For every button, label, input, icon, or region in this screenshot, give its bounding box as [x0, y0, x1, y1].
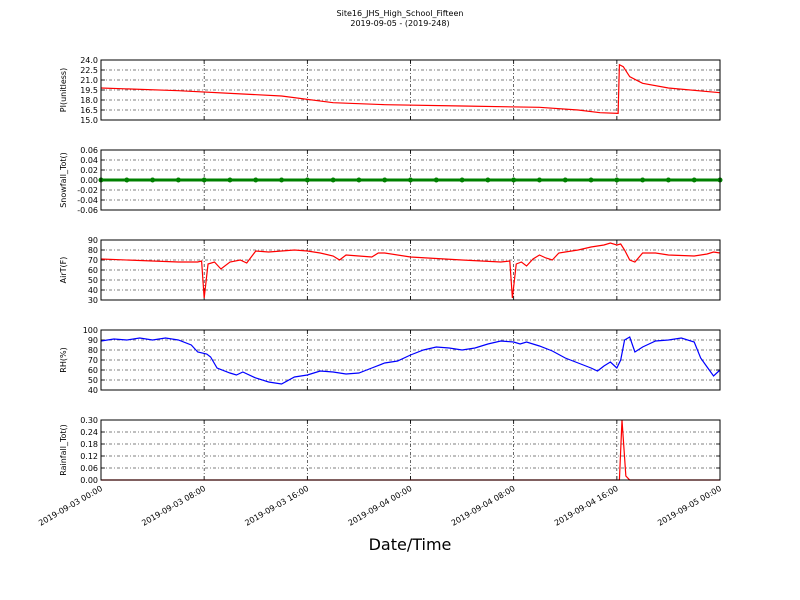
data-point [304, 177, 310, 183]
y-tick-label: 0.12 [80, 452, 98, 461]
data-point [227, 177, 233, 183]
plot-frame [100, 59, 721, 121]
y-tick-label: 16.5 [80, 106, 98, 115]
y-tick-label: 15.0 [80, 116, 98, 125]
y-tick-label: 50 [88, 276, 98, 285]
y-axis-label: RH(%) [59, 347, 68, 372]
y-tick-label: 100 [83, 326, 98, 335]
data-point [665, 177, 671, 183]
y-axis-label: AirT(F) [59, 257, 68, 284]
y-tick-label: 21.0 [80, 76, 98, 85]
plot-frame [100, 419, 721, 481]
y-tick-label: 0.02 [80, 166, 98, 175]
data-point [382, 177, 388, 183]
data-point [536, 177, 542, 183]
data-line [100, 242, 721, 299]
y-tick-label: 0.06 [80, 146, 98, 155]
y-tick-label: 60 [88, 366, 98, 375]
y-tick-label: 0.00 [80, 476, 98, 485]
y-tick-label: -0.06 [77, 206, 98, 215]
y-tick-label: 24.0 [80, 56, 98, 65]
data-line [100, 336, 721, 385]
y-axis-label: PI(unitless) [59, 68, 68, 112]
y-tick-label: 40 [88, 286, 98, 295]
y-tick-label: 19.5 [80, 86, 98, 95]
chart-title: Site16_JHS_High_School_Fifteen [337, 9, 464, 18]
data-point [640, 177, 646, 183]
y-tick-label: 40 [88, 386, 98, 395]
y-tick-label: 50 [88, 376, 98, 385]
data-point [511, 177, 517, 183]
data-point [330, 177, 336, 183]
data-point [201, 177, 207, 183]
y-tick-label: 0.18 [80, 440, 98, 449]
y-tick-label: 0.00 [80, 176, 98, 185]
data-point [150, 177, 156, 183]
y-axis-label: Rainfall_Tot() [59, 424, 68, 476]
y-tick-label: 90 [88, 336, 98, 345]
y-tick-label: 0.24 [80, 428, 98, 437]
y-tick-label: 90 [88, 236, 98, 245]
data-point [562, 177, 568, 183]
data-point [279, 177, 285, 183]
data-point [433, 177, 439, 183]
y-axis-label: Snowfall_Tot() [59, 152, 68, 208]
y-tick-label: 18.0 [80, 96, 98, 105]
y-tick-label: 60 [88, 266, 98, 275]
data-point [691, 177, 697, 183]
y-tick-label: 0.06 [80, 464, 98, 473]
data-point [588, 177, 594, 183]
y-tick-label: -0.02 [77, 186, 98, 195]
data-point [408, 177, 413, 183]
data-point [253, 177, 259, 183]
y-tick-label: 0.04 [80, 156, 98, 165]
data-point [356, 177, 362, 183]
y-tick-label: 80 [88, 346, 98, 355]
y-tick-label: 0.30 [80, 416, 98, 425]
y-tick-label: -0.04 [77, 196, 98, 205]
data-point [459, 177, 465, 183]
data-point [175, 177, 181, 183]
y-tick-label: 80 [88, 246, 98, 255]
data-line [100, 63, 721, 114]
y-tick-label: 30 [88, 296, 98, 305]
y-tick-label: 70 [88, 256, 98, 265]
data-point [614, 177, 620, 183]
x-axis-label: Date/Time [369, 535, 452, 554]
plot-frame [100, 149, 721, 211]
y-tick-label: 70 [88, 356, 98, 365]
plot-frame [100, 329, 721, 391]
y-tick-label: 22.5 [80, 66, 98, 75]
data-point [124, 177, 130, 183]
data-point [485, 177, 491, 183]
chart-subtitle: 2019-09-05 - (2019-248) [350, 19, 449, 28]
plot-frame [100, 239, 721, 301]
